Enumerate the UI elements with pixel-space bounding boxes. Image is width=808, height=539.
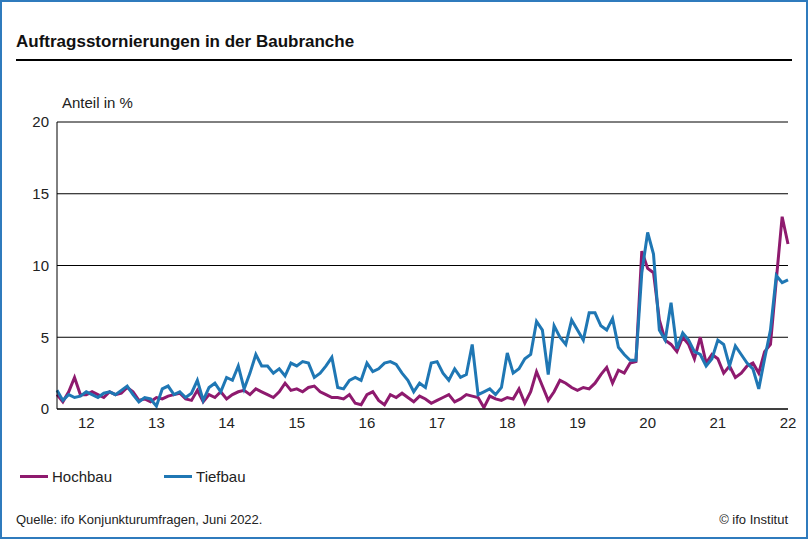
html-text:Anteil in %: Anteil in % [62, 94, 133, 111]
svg-text:20: 20 [32, 113, 49, 130]
svg-text:16: 16 [359, 414, 376, 431]
svg-text:18: 18 [499, 414, 516, 431]
svg-text:13: 13 [148, 414, 165, 431]
svg-text:5: 5 [41, 329, 49, 346]
html-text:Quelle: ifo Konjunkturumfragen: Quelle: ifo Konjunkturumfragen, Juni 202… [16, 512, 263, 527]
svg-text:0: 0 [41, 400, 49, 417]
svg-text:10: 10 [32, 257, 49, 274]
html-text:Tiefbau: Tiefbau [196, 468, 246, 485]
svg-text:15: 15 [288, 414, 305, 431]
html-text:© ifo Institut: © ifo Institut [719, 512, 788, 527]
html-text:Auftragsstornierungen in der B: Auftragsstornierungen in der Baubranche [16, 32, 355, 51]
svg-text:19: 19 [569, 414, 586, 431]
svg-text:12: 12 [78, 414, 95, 431]
svg-text:14: 14 [218, 414, 235, 431]
svg-text:22: 22 [780, 414, 797, 431]
svg-text:15: 15 [32, 185, 49, 202]
html-text:Hochbau: Hochbau [52, 468, 112, 485]
svg-text:21: 21 [709, 414, 726, 431]
svg-text:20: 20 [639, 414, 656, 431]
svg-text:17: 17 [429, 414, 446, 431]
